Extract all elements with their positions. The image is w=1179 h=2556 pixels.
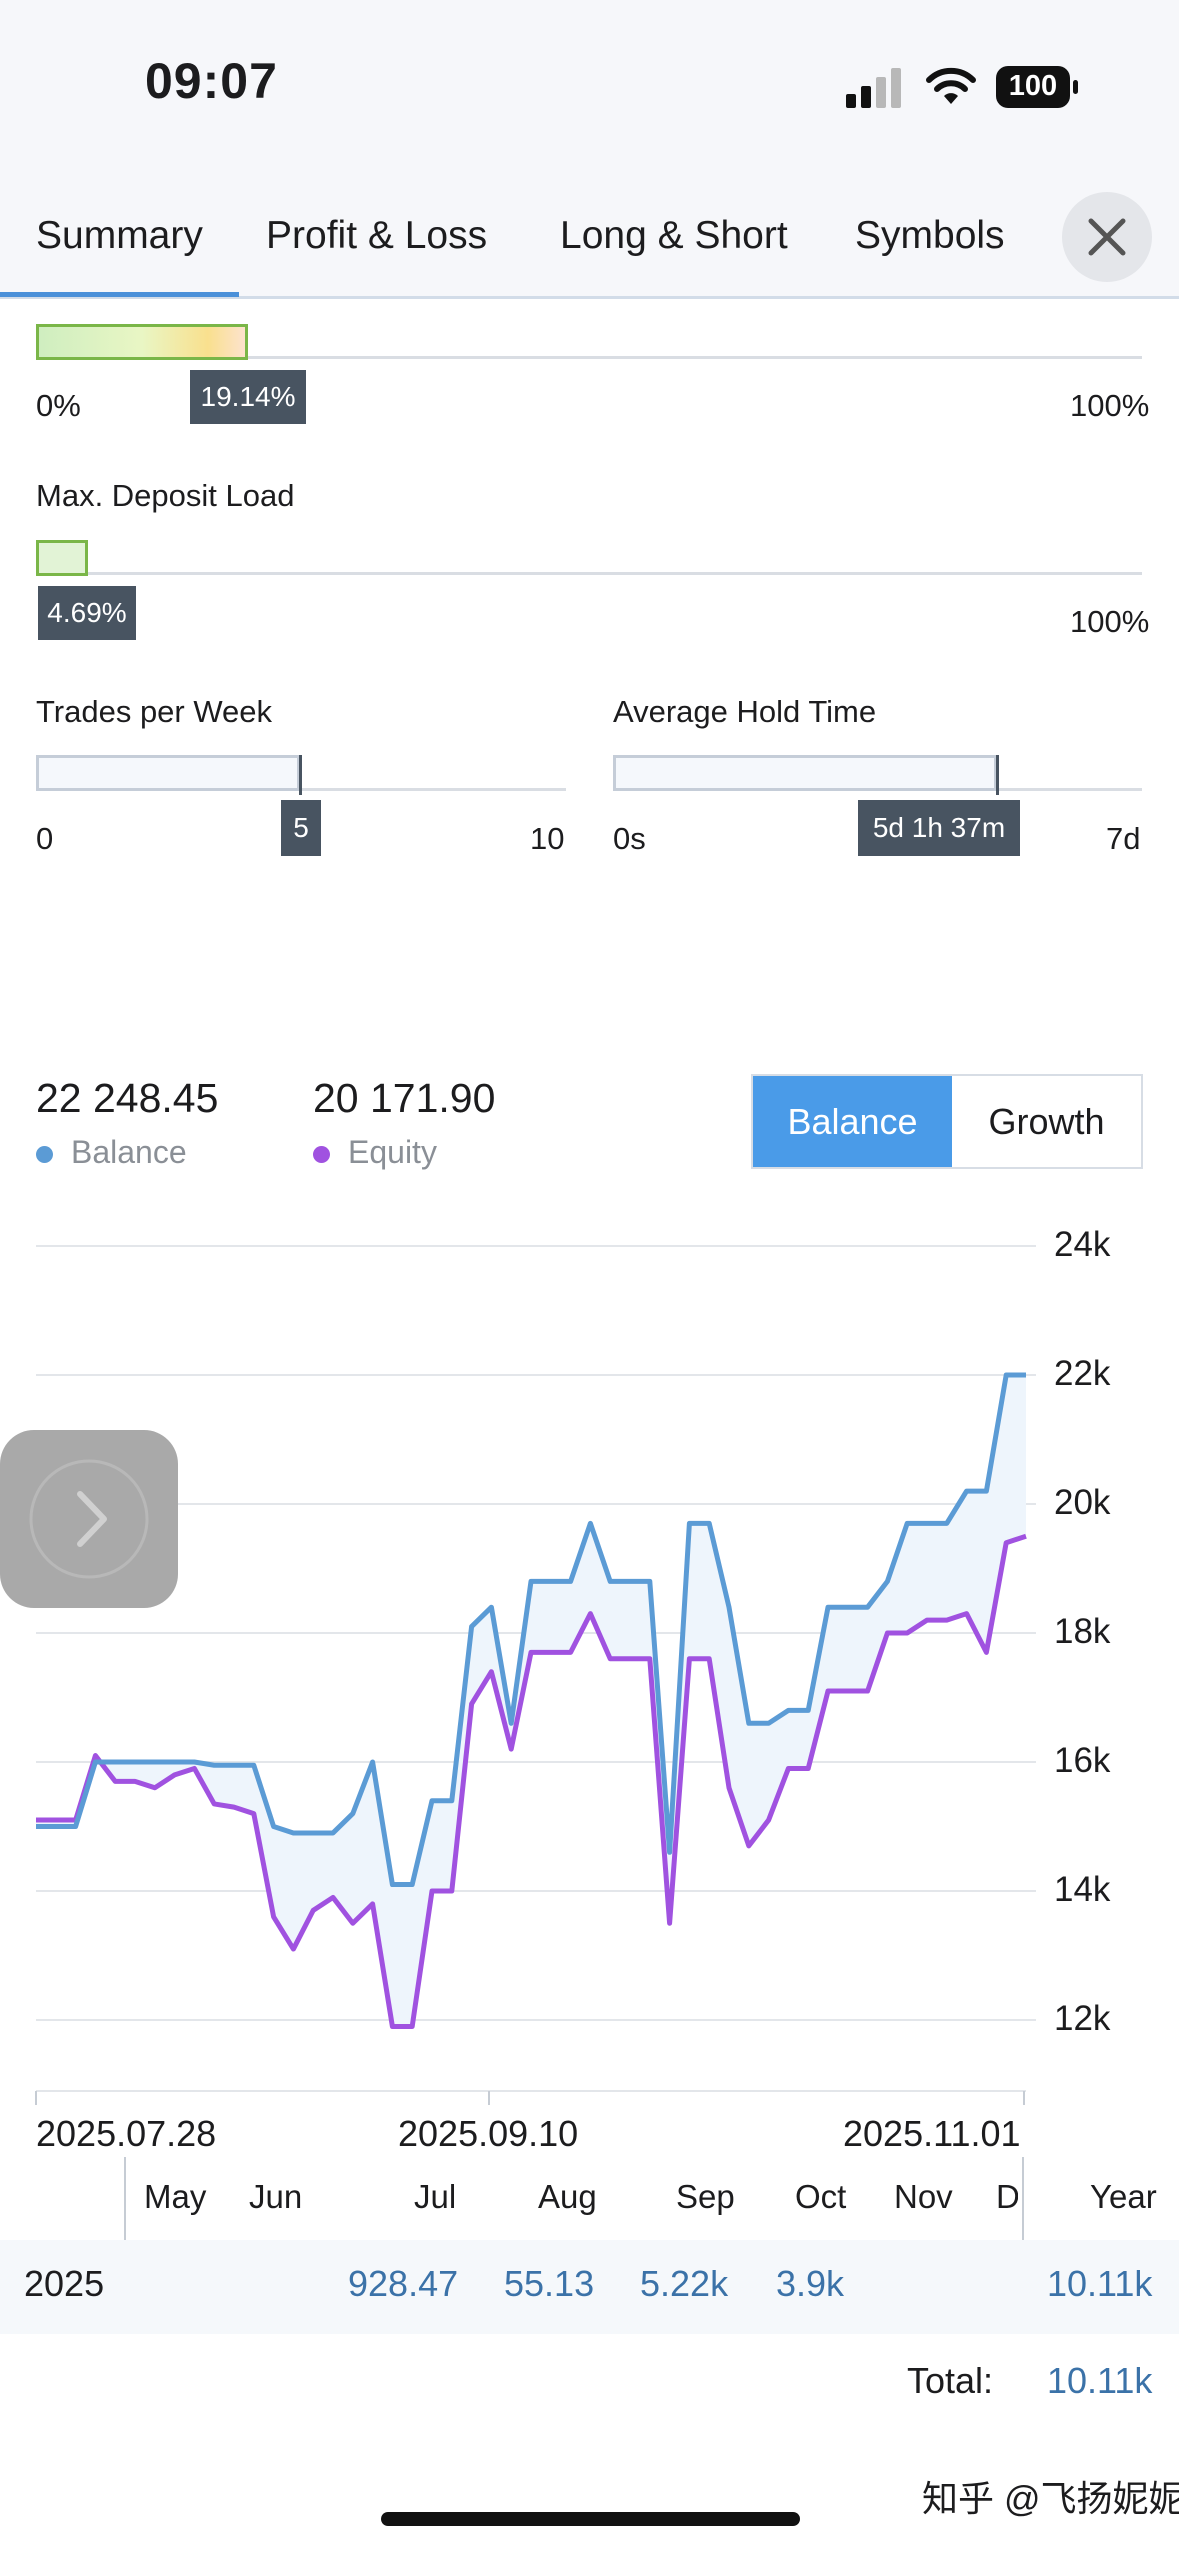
balance-legend: Balance [36,1134,187,1171]
year-header: Year [1090,2178,1157,2215]
deposit-load-value: 4.69% [38,586,136,640]
x-tick-label-1: 2025.07.28 [36,2113,217,2154]
equity-value: 20 171.90 [313,1075,496,1121]
signal-icon [846,68,902,108]
chevron-right-icon [28,1458,150,1580]
status-time: 09:07 [145,53,278,109]
chart-x-ticks [35,2091,1025,2105]
toggle-growth-button[interactable]: Growth [988,1101,1105,1142]
battery-icon: 100 [996,66,1080,108]
total-label: Total: [907,2360,994,2401]
home-indicator[interactable] [381,2512,800,2526]
trades-per-week-min-label: 0 [36,821,54,856]
month-header-oct: Oct [795,2178,847,2215]
wifi-icon [924,64,978,106]
month-header-jul: Jul [414,2178,457,2215]
watermark: 知乎 @飞扬妮妮 [922,2478,1179,2519]
month-header-nov: Nov [894,2178,953,2215]
deposit-load-fill [36,540,88,576]
y-tick-label: 14k [1054,1870,1111,1909]
y-tick-label: 24k [1054,1225,1111,1264]
y-tick-label: 12k [1054,1999,1111,2038]
hold-time-min-label: 0s [613,821,646,856]
row-year-label: 2025 [24,2263,105,2304]
chart-grid [36,1245,1036,2092]
hold-time-value: 5d 1h 37m [858,800,1020,856]
balance-legend-label: Balance [71,1134,187,1170]
next-page-button[interactable] [0,1430,178,1608]
drawdown-value: 19.14% [190,370,306,424]
balance-line [36,1372,1026,1888]
y-tick-label: 18k [1054,1612,1111,1651]
trades-per-week-title: Trades per Week [36,694,273,729]
trades-per-week-value: 5 [281,800,321,856]
value-sep: 5.22k [640,2263,729,2304]
y-tick-label: 22k [1054,1354,1111,1393]
close-icon [1087,217,1127,257]
value-year: 10.11k [1047,2263,1153,2304]
tab-long-short[interactable]: Long & Short [560,214,788,257]
deposit-load-title: Max. Deposit Load [36,478,295,513]
month-header-jun: Jun [249,2178,303,2215]
tab-summary[interactable]: Summary [0,214,239,297]
y-tick-label: 16k [1054,1741,1111,1780]
equity-legend-label: Equity [348,1134,437,1170]
balance-equity-band [36,1375,1026,2027]
battery-level: 100 [1008,70,1058,102]
chart-mode-toggle: Balance Growth [751,1074,1143,1169]
close-button[interactable] [1062,192,1152,282]
deposit-load-max-label: 100% [1070,604,1150,639]
trades-per-week-max-label: 10 [530,821,565,856]
value-oct: 3.9k [776,2263,845,2304]
month-header-may: May [144,2178,207,2215]
tab-symbols[interactable]: Symbols [855,214,1005,257]
month-header-dec: De [996,2178,1018,2215]
total-value: 10.11k [1047,2360,1153,2401]
drawdown-max-label: 100% [1070,388,1150,423]
balance-value: 22 248.45 [36,1075,219,1121]
value-aug: 55.13 [504,2263,595,2304]
equity-legend: Equity [313,1134,437,1171]
table-row [0,2240,1179,2334]
x-tick-label-2: 2025.09.10 [398,2113,579,2154]
x-tick-label-3: 2025.11.01 [843,2113,1021,2154]
hold-time-title: Average Hold Time [613,694,877,729]
month-header-aug: Aug [538,2178,597,2215]
hold-time-max-label: 7d [1106,821,1141,856]
equity-line [36,1533,1027,2029]
value-jul: 928.47 [348,2263,459,2304]
drawdown-min-label: 0% [36,388,81,423]
balance-dot-icon [36,1146,53,1164]
equity-dot-icon [313,1146,330,1164]
tab-profit-loss[interactable]: Profit & Loss [266,214,488,257]
y-tick-label: 20k [1054,1483,1111,1522]
drawdown-fill [36,324,248,360]
toggle-balance-button[interactable]: Balance [753,1076,952,1167]
month-header-sep: Sep [676,2178,735,2215]
status-bar: 09:07 100 [0,0,1179,190]
tab-bar: Summary Profit & Loss Long & Short Symbo… [0,190,1179,299]
